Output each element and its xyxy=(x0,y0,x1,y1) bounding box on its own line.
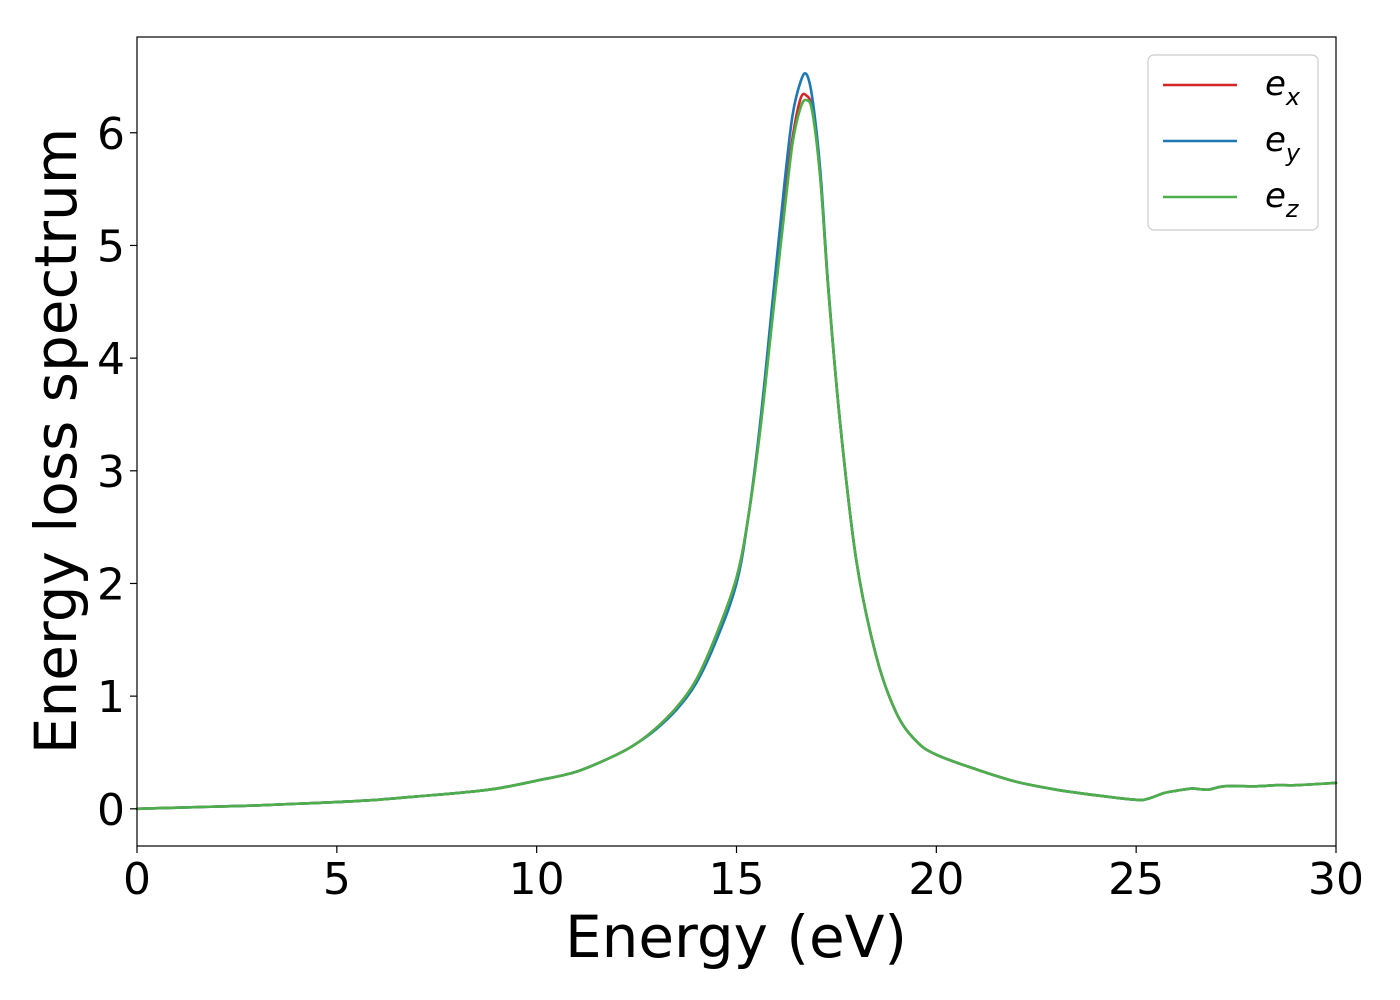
x-tick-label: 5 xyxy=(323,854,351,905)
x-axis-title: Energy (eV) xyxy=(565,903,907,971)
y-tick-label: 6 xyxy=(97,109,125,160)
y-tick-label: 5 xyxy=(97,221,125,272)
legend-box xyxy=(1147,54,1319,231)
x-tick-label: 25 xyxy=(1108,854,1164,905)
x-tick-label: 0 xyxy=(123,854,151,905)
x-tick-label: 10 xyxy=(509,854,565,905)
legend-entry-e_x: ex xyxy=(1163,64,1301,111)
legend-label: ez xyxy=(1265,176,1300,223)
legend-label: ey xyxy=(1265,120,1301,167)
y-tick-label: 2 xyxy=(97,559,125,610)
legend-entries: ex ey ez xyxy=(1163,64,1301,223)
x-tick-label: 15 xyxy=(709,854,765,905)
legend-label: ex xyxy=(1265,64,1301,111)
legend-entry-e_y: ey xyxy=(1163,120,1301,167)
series-layer xyxy=(135,71,1338,811)
x-tick-label: 30 xyxy=(1308,854,1364,905)
y-axis-title: Energy loss spectrum xyxy=(22,128,90,754)
y-tick-label: 0 xyxy=(97,785,125,836)
legend-entry-e_z: ez xyxy=(1163,176,1300,223)
y-tick-label: 1 xyxy=(97,672,125,723)
legend: ex ey ez xyxy=(1147,54,1319,231)
x-tick-label: 20 xyxy=(908,854,964,905)
series-line-e_z xyxy=(135,98,1338,811)
y-tick-label: 4 xyxy=(97,334,125,385)
ticks-layer: 0 5 10 15 20 25 30 0 1 2 3 4 5 6 xyxy=(97,109,1364,905)
y-tick-label: 3 xyxy=(97,447,125,498)
